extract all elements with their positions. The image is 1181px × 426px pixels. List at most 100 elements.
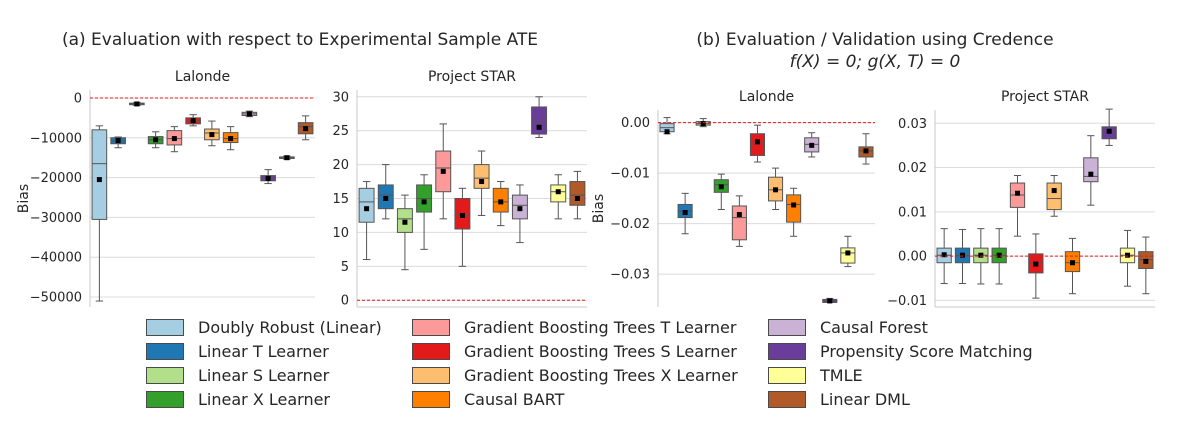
legend-swatch: [146, 342, 184, 360]
figure-a-title: (a) Evaluation with respect to Experimen…: [61, 30, 539, 50]
legend-item: Causal BART: [412, 387, 564, 411]
legend-label: Linear DML: [820, 389, 910, 409]
subplot-title: Lalonde: [739, 89, 794, 105]
subplot-title: Project STAR: [428, 69, 516, 85]
box-mean-marker: [536, 124, 542, 130]
legend-swatch: [768, 390, 806, 408]
y-tick-label: −50000: [30, 291, 82, 306]
y-tick-label: 20: [332, 158, 349, 173]
legend-label: Linear T Learner: [198, 341, 329, 361]
legend-label: Doubly Robust (Linear): [198, 317, 382, 337]
box-mean-marker: [996, 252, 1002, 258]
legend-item: Gradient Boosting Trees X Learner: [412, 363, 738, 387]
box: [358, 187, 375, 223]
legend-swatch: [146, 390, 184, 408]
box-mean-marker: [498, 199, 504, 205]
legend-swatch: [412, 366, 450, 384]
box-mean-marker: [1125, 252, 1130, 258]
box-mean-marker: [421, 199, 427, 205]
legend-item: Linear DML: [768, 387, 910, 411]
legend-item: Linear T Learner: [146, 339, 329, 363]
box-mean-marker: [246, 111, 252, 117]
box: [473, 164, 490, 189]
box-mean-marker: [284, 155, 290, 161]
box-mean-marker: [809, 142, 815, 148]
box-mean-marker: [700, 121, 706, 127]
box-mean-marker: [209, 132, 215, 138]
box-mean-marker: [978, 252, 984, 258]
box: [840, 247, 856, 264]
y-tick-label: 0.01: [898, 205, 927, 220]
legend-swatch: [412, 390, 450, 408]
legend-item: Doubly Robust (Linear): [146, 315, 382, 339]
y-tick-label: 0: [341, 294, 349, 309]
subplot-title: Lalonde: [175, 69, 230, 85]
legend-label: Propensity Score Matching: [820, 341, 1033, 361]
box-mean-marker: [791, 202, 797, 208]
legend-label: Linear X Learner: [198, 389, 330, 409]
legend-label: TMLE: [820, 365, 863, 385]
box-mean-marker: [190, 118, 196, 124]
box-mean-marker: [960, 252, 965, 258]
figure-b-title: (b) Evaluation / Validation using Creden…: [696, 30, 1054, 50]
legend: Doubly Robust (Linear) Linear T Learner Li…: [0, 314, 1181, 424]
box: [569, 181, 586, 206]
box-mean-marker: [440, 168, 446, 174]
box-mean-marker: [265, 175, 271, 181]
box-mean-marker: [827, 298, 833, 304]
legend-swatch: [768, 366, 806, 384]
y-tick-label: 30: [332, 90, 349, 105]
box-mean-marker: [228, 136, 234, 142]
y-tick-label: −0.02: [610, 217, 650, 232]
box: [1046, 182, 1062, 211]
box-mean-marker: [941, 252, 947, 258]
legend-item: Linear X Learner: [146, 387, 330, 411]
box: [731, 205, 747, 241]
legend-item: Gradient Boosting Trees T Learner: [412, 315, 736, 339]
box-mean-marker: [364, 206, 370, 212]
legend-swatch: [412, 342, 450, 360]
box-mean-marker: [1051, 188, 1057, 194]
box-mean-marker: [303, 126, 309, 132]
box-mean-marker: [754, 139, 760, 145]
box-mean-marker: [171, 136, 177, 142]
legend-label: Causal Forest: [820, 317, 928, 337]
y-tick-label: −10000: [30, 131, 82, 146]
y-tick-label: −0.03: [610, 268, 650, 283]
legend-swatch: [768, 318, 806, 336]
legend-swatch: [146, 366, 184, 384]
box-mean-marker: [682, 210, 688, 216]
box-mean-marker: [134, 101, 140, 107]
box-mean-marker: [863, 148, 869, 154]
legend-label: Gradient Boosting Trees S Learner: [464, 341, 737, 361]
y-tick-label: 0.02: [898, 161, 927, 176]
subplot-title: Project STAR: [1001, 89, 1089, 105]
box-mean-marker: [1070, 260, 1075, 266]
box-mean-marker: [664, 129, 670, 135]
box-mean-marker: [1088, 171, 1094, 177]
y-tick-label: −0.01: [887, 294, 927, 309]
legend-item: TMLE: [768, 363, 863, 387]
box-mean-marker: [1106, 128, 1112, 134]
y-tick-label: −20000: [30, 171, 82, 186]
y-tick-label: 5: [341, 260, 349, 275]
legend-item: Gradient Boosting Trees S Learner: [412, 339, 737, 363]
legend-item: Causal Forest: [768, 315, 928, 339]
box-mean-marker: [574, 196, 580, 201]
y-axis-label: Bias: [16, 184, 32, 213]
y-axis-label: Bias: [591, 194, 607, 223]
y-tick-label: 0.00: [621, 116, 650, 131]
figure-b-subtitle: f(X) = 0; g(X, T) = 0: [789, 52, 961, 72]
box-mean-marker: [718, 184, 724, 190]
box: [749, 133, 766, 156]
y-tick-label: 0.00: [898, 250, 927, 265]
box-mean-marker: [1143, 258, 1149, 264]
y-tick-label: −40000: [30, 251, 82, 266]
box-mean-marker: [555, 189, 561, 195]
y-tick-label: 15: [332, 192, 349, 207]
box-mean-marker: [383, 196, 389, 201]
box-mean-marker: [736, 212, 742, 218]
box-mean-marker: [845, 250, 851, 256]
figure-canvas: Lalonde 0 −10000 −20000 −30000 −40000 −50000 Bi…: [16, 69, 1155, 309]
legend-label: Gradient Boosting Trees T Learner: [464, 317, 737, 337]
